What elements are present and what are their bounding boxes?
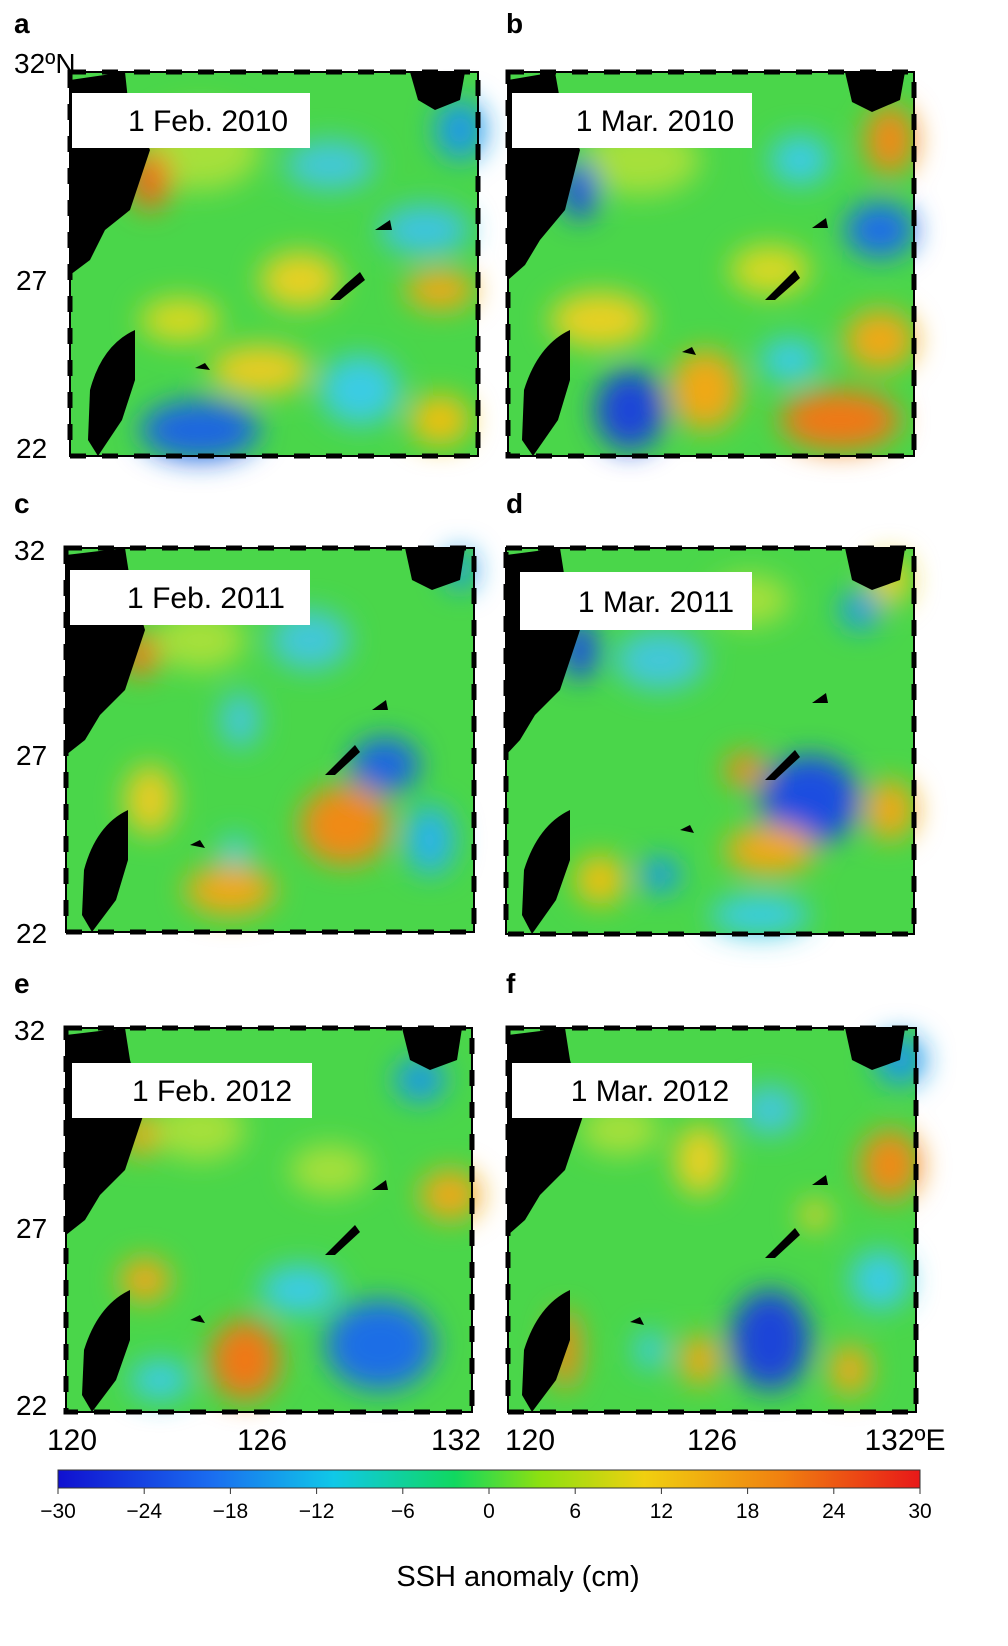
lat-label-mid: 27 xyxy=(16,265,47,296)
colorbar-tick-label: −30 xyxy=(40,1500,76,1523)
ssh-field xyxy=(550,105,915,450)
date-box xyxy=(70,570,310,625)
panel-d: d xyxy=(503,488,917,937)
date-label: 1 Feb. 2011 xyxy=(127,582,285,615)
lon-label: 120 xyxy=(505,1424,555,1457)
panel-letter: b xyxy=(506,8,523,39)
date-box xyxy=(520,572,752,630)
colorbar-ticks: −30 −24 −18 −12 −6 0 6 12 18 24 30 xyxy=(40,1488,932,1523)
panel-letter: c xyxy=(14,488,30,519)
colorbar-tick-label: 30 xyxy=(908,1500,931,1523)
panel-e: e xyxy=(14,968,480,1421)
ssh-field xyxy=(550,1035,925,1395)
lon-label: 120 xyxy=(47,1424,97,1457)
lat-label-bottom: 22 xyxy=(16,433,47,464)
colorbar-tick-label: −12 xyxy=(299,1500,335,1523)
lat-label-mid: 27 xyxy=(16,1213,47,1244)
panel-letter: e xyxy=(14,968,30,999)
colorbar-tick-label: 12 xyxy=(650,1500,673,1523)
panel-b: b xyxy=(505,8,917,459)
date-box xyxy=(512,1063,752,1118)
lon-axis-right: 120 126 132ºE xyxy=(505,1424,946,1457)
date-label: 1 Mar. 2010 xyxy=(576,105,734,138)
lon-axis-left: 120 126 132 xyxy=(47,1424,481,1457)
ssh-field xyxy=(562,555,915,935)
ssh-field xyxy=(130,100,485,460)
lon-label: 132 xyxy=(431,1424,481,1457)
panel-letter: a xyxy=(14,8,30,39)
date-box xyxy=(72,93,310,148)
colorbar-tick-label: 0 xyxy=(483,1500,495,1523)
panel-letter: f xyxy=(506,968,516,999)
colorbar: −30 −24 −18 −12 −6 0 6 12 18 24 30 SSH anomaly (cm… xyxy=(40,1469,932,1593)
date-box xyxy=(72,1063,312,1118)
lat-label-mid: 27 xyxy=(16,740,47,771)
map-area xyxy=(505,1025,925,1415)
date-box xyxy=(512,93,752,148)
date-label: 1 Mar. 2012 xyxy=(571,1075,729,1108)
lat-label-top: 32 xyxy=(14,535,45,566)
colorbar-tick-label: −6 xyxy=(391,1500,415,1523)
lat-label-top: 32 xyxy=(14,1015,45,1046)
panel-a: a xyxy=(14,8,485,464)
colorbar-tick-label: 24 xyxy=(822,1500,846,1523)
lon-label: 132ºE xyxy=(864,1424,945,1457)
colorbar-gradient xyxy=(57,1469,921,1489)
colorbar-title: SSH anomaly (cm) xyxy=(396,1561,639,1593)
colorbar-tick-label: −24 xyxy=(126,1500,162,1523)
lat-label-bottom: 22 xyxy=(16,1390,47,1421)
date-label: 1 Feb. 2010 xyxy=(128,105,288,138)
lat-label-bottom: 22 xyxy=(16,918,47,949)
panel-c: c xyxy=(14,488,477,949)
colorbar-tick-label: 6 xyxy=(569,1500,581,1523)
date-label: 1 Feb. 2012 xyxy=(132,1075,292,1108)
panel-f: f xyxy=(505,968,925,1415)
lat-label-top: 32ºN xyxy=(14,48,76,79)
date-label: 1 Mar. 2011 xyxy=(578,586,734,619)
colorbar-tick-label: 18 xyxy=(736,1500,759,1523)
colorbar-tick-label: −18 xyxy=(213,1500,249,1523)
lon-label: 126 xyxy=(687,1424,737,1457)
panel-letter: d xyxy=(506,488,523,519)
lon-label: 126 xyxy=(237,1424,287,1457)
